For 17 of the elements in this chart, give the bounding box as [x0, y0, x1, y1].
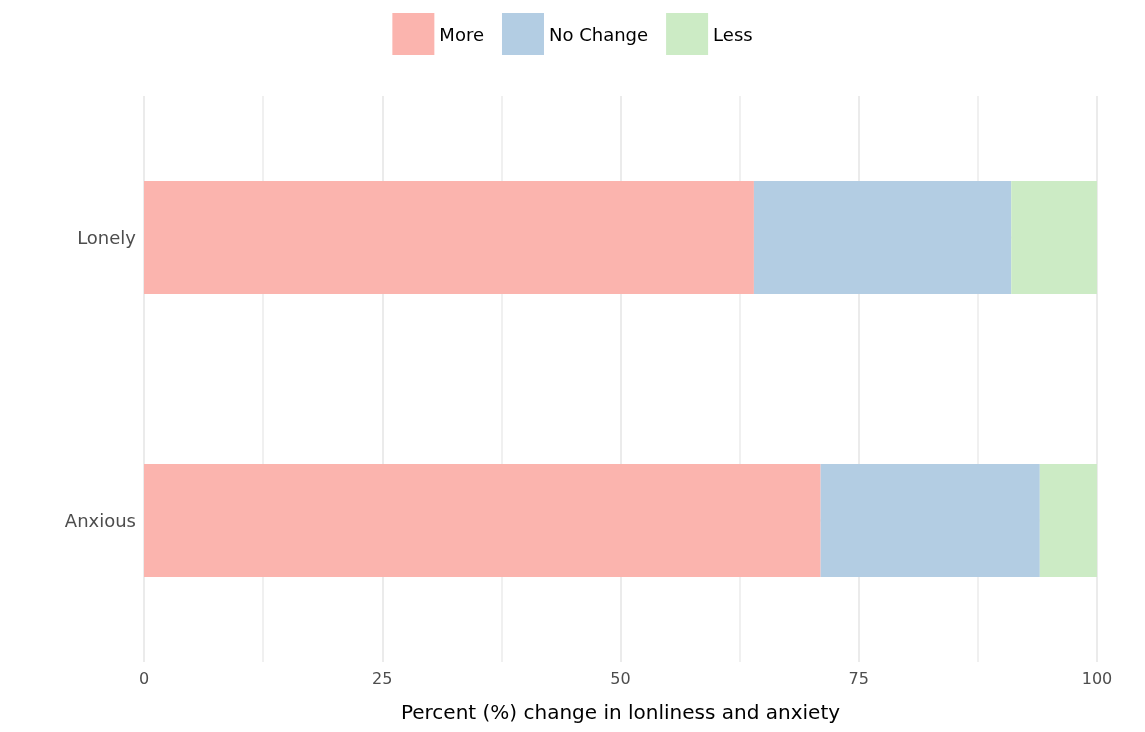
- bar: [1011, 180, 1097, 295]
- y-tick-label: Lonely: [77, 227, 137, 248]
- y-tick-label: Anxious: [64, 510, 136, 531]
- x-tick-label: 0: [138, 668, 150, 688]
- bar: [144, 463, 821, 578]
- x-tick-label: 75: [848, 668, 869, 688]
- legend-label: More: [439, 23, 484, 45]
- x-tick-label: 50: [610, 668, 631, 688]
- bar: [1039, 463, 1097, 578]
- x-tick-label: 25: [372, 668, 393, 688]
- x-tick-label: 100: [1081, 668, 1113, 688]
- legend-label: No Change: [548, 23, 649, 45]
- bar: [753, 180, 1012, 295]
- x-axis-title: Percent (%) change in lonliness and anxiety: [400, 700, 841, 724]
- bar: [144, 180, 754, 295]
- bar: [820, 463, 1040, 578]
- legend-label: Less: [713, 23, 753, 45]
